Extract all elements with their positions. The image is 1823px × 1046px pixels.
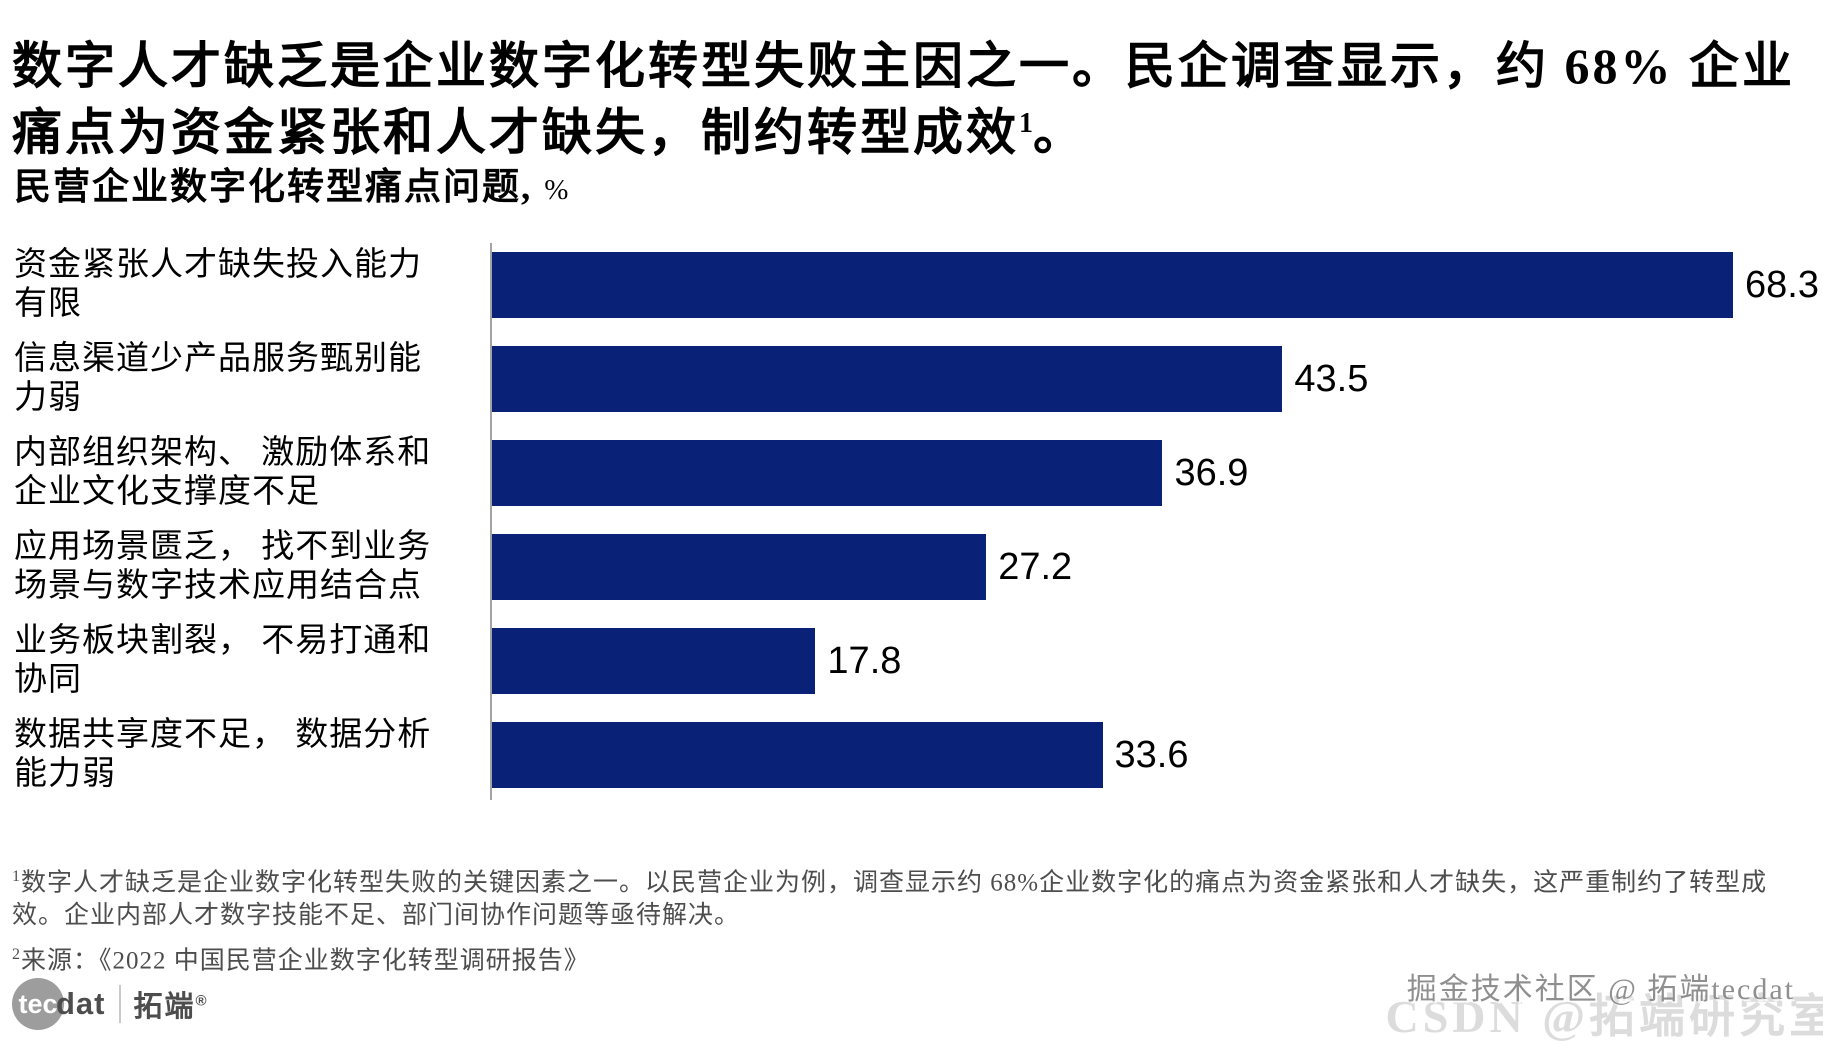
footnote-2-marker: 2 [12,946,21,964]
bar [492,534,987,600]
bar [492,252,1733,318]
bar [492,628,816,694]
category-label: 应用场景匮乏， 找不到业务 场景与数字技术应用结合点 [14,529,432,604]
bar [492,346,1283,412]
chart-row: 应用场景匮乏， 找不到业务 场景与数字技术应用结合点 27.2 [0,529,1823,604]
chart-row: 资金紧张人才缺失投入能力 有限 68.3 [0,247,1823,322]
value-label: 43.5 [1294,358,1369,400]
footnote-1-marker: 1 [12,868,21,885]
logo-divider [118,985,121,1023]
axis-line [490,243,492,800]
footnote-1: 1数字人才缺乏是企业数字化转型失败的关键因素之一。以民营企业为例，调查显示约 6… [12,860,1812,932]
footnote-1-text: 数字人才缺乏是企业数字化转型失败的关键因素之一。以民营企业为例，调查显示约 68… [12,869,1768,930]
chart-row: 信息渠道少产品服务甄别能 力弱 43.5 [0,341,1823,416]
tecdat-logo-chinese: 拓端® [133,991,209,1023]
page-title: 数字人才缺乏是企业数字化转型失败主因之一。民企调查显示，约 68% 企业痛点为资… [12,38,1816,162]
page-title-suffix: 。 [1033,104,1086,161]
chart-title-text: 民营企业数字化转型痛点问题, [14,167,533,208]
category-label: 资金紧张人才缺失投入能力 有限 [14,247,422,322]
chart-row: 数据共享度不足， 数据分析 能力弱 33.6 [0,717,1823,792]
bar [492,722,1103,788]
bar [492,440,1163,506]
value-label: 17.8 [827,640,902,682]
page-title-text: 数字人才缺乏是企业数字化转型失败主因之一。民企调查显示，约 68% 企业痛点为资… [12,37,1795,161]
tecdat-logo-circle: tec [12,978,64,1030]
footnote-2-text: 来源：《2022 中国民营企业数字化转型调研报告》 [21,947,590,975]
page-title-footnote-marker: 1 [1019,107,1033,139]
category-label: 业务板块割裂， 不易打通和 协同 [14,623,432,698]
chart-row: 业务板块割裂， 不易打通和 协同 17.8 [0,623,1823,698]
chart-row: 内部组织架构、 激励体系和 企业文化支撑度不足 36.9 [0,435,1823,510]
tecdat-logo: tec dat 拓端® [12,978,209,1030]
value-label: 27.2 [998,546,1073,588]
footnote-2-source: 2来源：《2022 中国民营企业数字化转型调研报告》 [12,938,1812,977]
value-label: 33.6 [1114,734,1189,776]
category-label: 数据共享度不足， 数据分析 能力弱 [14,717,432,792]
value-label: 36.9 [1174,452,1249,494]
registered-mark: ® [195,992,209,1010]
chart-title: 民营企业数字化转型痛点问题, % [14,156,568,210]
category-label: 信息渠道少产品服务甄别能 力弱 [14,341,422,416]
footnotes: 1数字人才缺乏是企业数字化转型失败的关键因素之一。以民营企业为例，调查显示约 6… [12,860,1812,978]
tecdat-logo-dat: dat [56,986,106,1021]
watermark-juejin: 掘金技术社区 @ 拓端tecdat [1406,973,1795,1006]
chart-unit-label: % [544,174,569,206]
bar-chart: 资金紧张人才缺失投入能力 有限 68.3 信息渠道少产品服务甄别能 力弱 43.5 … [0,243,1823,800]
category-label: 内部组织架构、 激励体系和 企业文化支撑度不足 [14,435,432,510]
value-label: 68.3 [1745,264,1819,306]
